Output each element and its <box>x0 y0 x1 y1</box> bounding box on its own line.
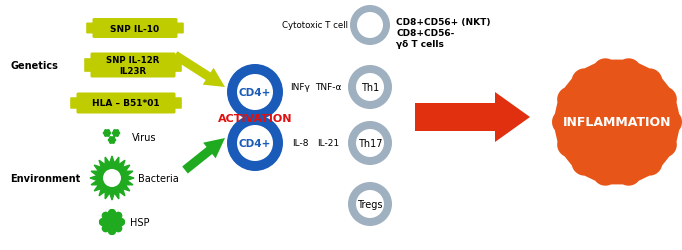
Text: ACTIVATION: ACTIVATION <box>218 114 293 124</box>
Circle shape <box>102 212 110 220</box>
FancyBboxPatch shape <box>173 98 182 109</box>
FancyBboxPatch shape <box>91 53 175 78</box>
Circle shape <box>108 227 116 235</box>
Text: Th17: Th17 <box>358 138 382 148</box>
FancyBboxPatch shape <box>86 24 95 34</box>
FancyBboxPatch shape <box>173 59 182 72</box>
Text: HSP: HSP <box>130 217 149 227</box>
Circle shape <box>108 132 111 135</box>
Circle shape <box>117 132 120 135</box>
Text: CD4+: CD4+ <box>239 138 271 148</box>
Circle shape <box>237 126 273 161</box>
Circle shape <box>109 136 113 140</box>
Circle shape <box>348 66 392 110</box>
Circle shape <box>115 212 122 220</box>
Circle shape <box>105 131 109 136</box>
Circle shape <box>114 131 118 136</box>
Circle shape <box>348 182 392 226</box>
Circle shape <box>115 224 122 232</box>
Text: INFLAMMATION: INFLAMMATION <box>563 116 671 129</box>
Text: IL-8: IL-8 <box>292 139 308 148</box>
Circle shape <box>111 136 115 140</box>
Text: Environment: Environment <box>10 173 80 183</box>
Circle shape <box>109 141 113 144</box>
Text: Bacteria: Bacteria <box>138 173 179 183</box>
Circle shape <box>356 130 384 157</box>
Circle shape <box>227 65 283 120</box>
FancyBboxPatch shape <box>175 24 184 34</box>
Circle shape <box>110 138 114 143</box>
FancyBboxPatch shape <box>93 19 177 39</box>
Circle shape <box>115 134 119 138</box>
Circle shape <box>112 132 115 135</box>
Circle shape <box>102 224 110 232</box>
Text: SNP IL-12R
IL23R: SNP IL-12R IL23R <box>106 56 160 76</box>
Circle shape <box>113 139 116 142</box>
Circle shape <box>227 116 283 171</box>
Text: INFγ: INFγ <box>290 83 310 92</box>
Circle shape <box>117 218 125 226</box>
Circle shape <box>104 130 108 133</box>
Circle shape <box>237 75 273 110</box>
Text: Cytotoxic T cell: Cytotoxic T cell <box>282 22 348 30</box>
Circle shape <box>115 130 119 133</box>
Circle shape <box>103 169 121 187</box>
Circle shape <box>108 139 111 142</box>
Text: TNF-α: TNF-α <box>315 83 341 92</box>
Text: HLA – B51*01: HLA – B51*01 <box>92 99 160 108</box>
Polygon shape <box>415 93 530 142</box>
Text: Genetics: Genetics <box>10 61 58 71</box>
Circle shape <box>103 132 106 135</box>
Circle shape <box>348 122 392 165</box>
Circle shape <box>357 13 383 39</box>
Text: CD8+CD56+ (NKT)
CD8+CD56-
γδ T cells: CD8+CD56+ (NKT) CD8+CD56- γδ T cells <box>396 18 490 49</box>
Circle shape <box>111 141 115 144</box>
Polygon shape <box>90 156 134 200</box>
Text: Virus: Virus <box>132 132 156 142</box>
Circle shape <box>104 134 108 138</box>
Text: Th1: Th1 <box>361 83 379 93</box>
Text: IL-21: IL-21 <box>317 139 339 148</box>
Circle shape <box>108 209 116 217</box>
Circle shape <box>356 190 384 218</box>
FancyBboxPatch shape <box>76 93 175 114</box>
Polygon shape <box>173 52 225 88</box>
Circle shape <box>113 134 117 138</box>
Circle shape <box>107 217 117 227</box>
Circle shape <box>350 6 390 46</box>
Text: CD4+: CD4+ <box>239 88 271 98</box>
Polygon shape <box>552 59 682 186</box>
Circle shape <box>113 130 117 133</box>
Circle shape <box>106 134 110 138</box>
Polygon shape <box>182 138 225 174</box>
Circle shape <box>356 74 384 102</box>
Text: SNP IL-10: SNP IL-10 <box>110 24 160 33</box>
Circle shape <box>99 218 107 226</box>
FancyBboxPatch shape <box>84 59 93 72</box>
Text: Tregs: Tregs <box>357 199 383 209</box>
FancyBboxPatch shape <box>70 98 79 109</box>
Circle shape <box>106 130 110 133</box>
